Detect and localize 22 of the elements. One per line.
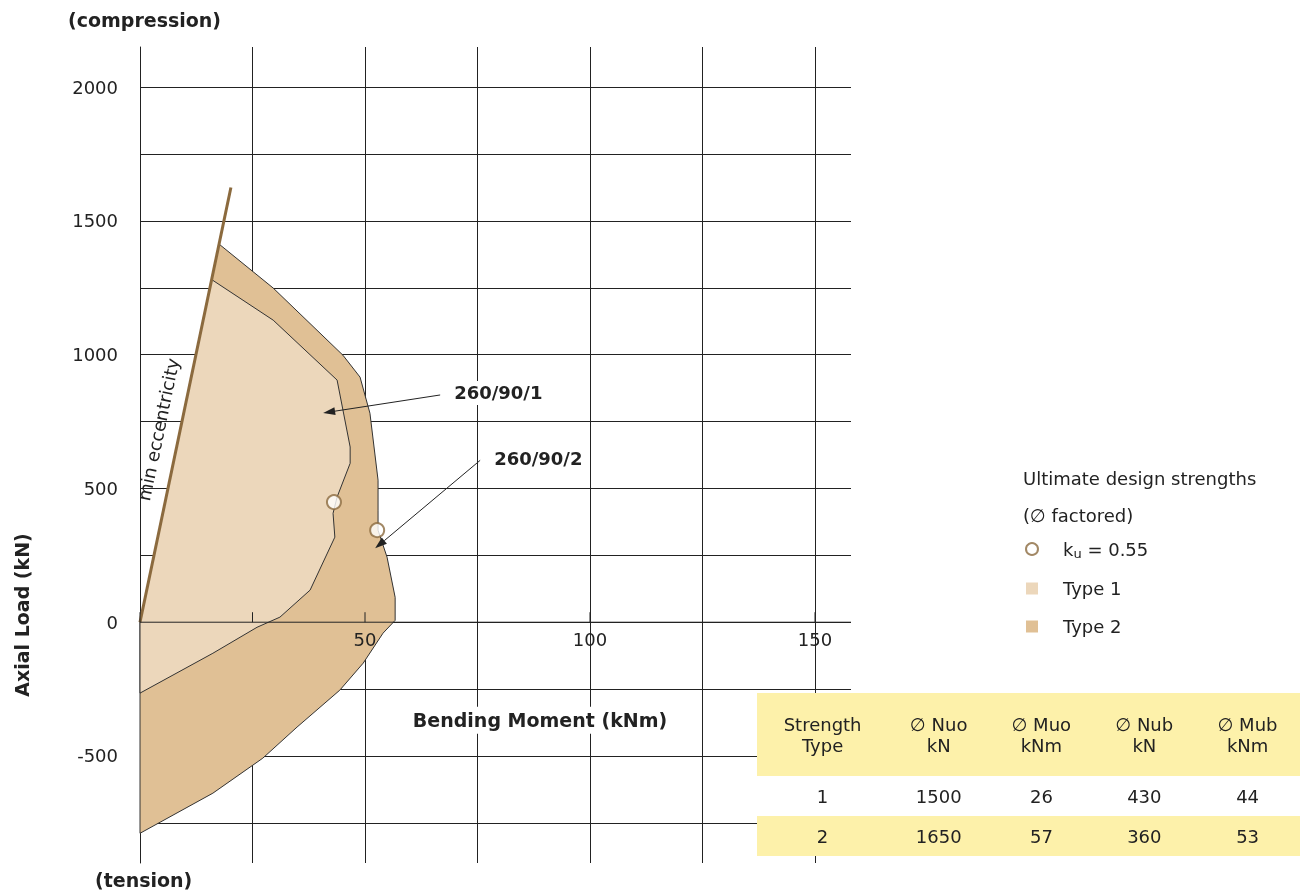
y-tick-label: -500 [77,745,118,767]
legend-label: Type 1 [1062,578,1122,599]
x-tick-label: 50 [353,628,377,650]
category-label: ∅ Nuo kN [909,712,969,758]
plain-row: 1 1500 26 430 44 [757,776,1300,816]
text: (compression) [68,9,222,31]
category-label: ∅ Mub kNm [1216,712,1279,758]
annotation: 260/90/2 [494,447,583,469]
category-label: Strength Type [782,712,863,758]
category-label: ∅ Muo kNm [1010,712,1073,758]
y-axis-title: Axial Load (kN) [11,533,33,697]
category-label: ∅ Nub kN [1114,712,1175,758]
y-tick-label: 2000 [72,76,118,98]
y-tick-label: 1000 [72,344,118,366]
y-tick-label: 1500 [72,210,118,232]
legend-label: Type 2 [1062,616,1122,637]
legend-title: Ultimate design strengths (∅ factored) [1023,468,1257,526]
y-tick-label: 0 [106,611,118,633]
x-axis-title: Bending Moment (kNm) [412,709,668,732]
text: (tension) [95,869,193,891]
y-tick-label: 500 [83,477,118,499]
annotation: 260/90/1 [454,382,543,404]
